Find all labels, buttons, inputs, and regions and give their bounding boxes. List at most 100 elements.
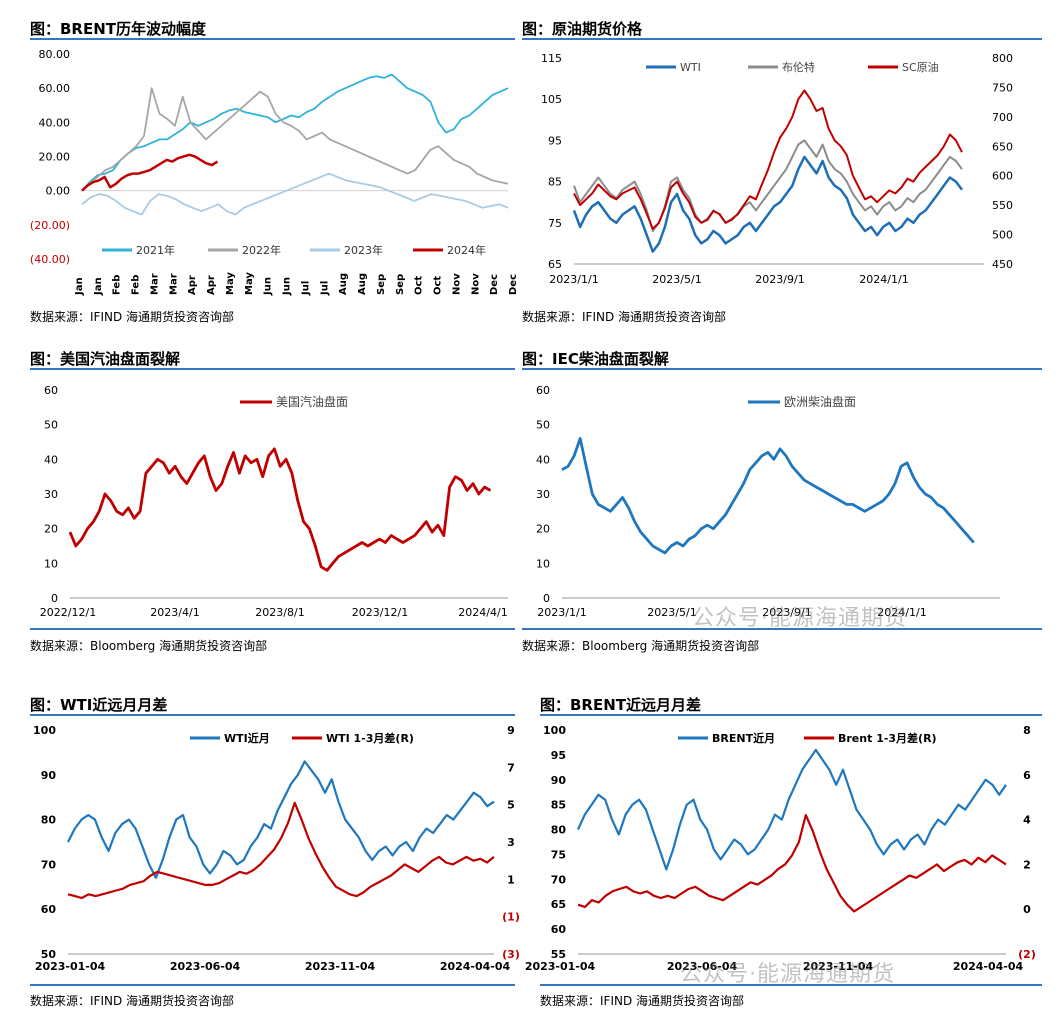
bottom-rule	[30, 628, 515, 630]
y-tick-label: (20.00)	[30, 219, 70, 232]
title-rule	[522, 38, 1042, 40]
chart-panel-brent-volatility: 图：BRENT历年波动幅度 80.00 60.00 40.00 20.00 0.00 (2…	[30, 18, 519, 328]
x-tick-label: 2023/12/1	[352, 606, 408, 619]
chart-title: 图：BRENT近远月月差	[540, 696, 702, 714]
y-left-tick-label: 70	[551, 873, 567, 886]
legend-label: 2021年	[136, 243, 175, 257]
legend-label: SC原油	[902, 60, 939, 74]
x-tick-label: Jun	[282, 277, 293, 296]
legend-label: WTI	[680, 61, 701, 74]
series-line-WTI 1-3月差(R)	[67, 801, 495, 900]
x-tick-label: 2023/8/1	[255, 606, 304, 619]
y-tick-label: 50	[44, 419, 58, 432]
y-left-tick-label: 85	[548, 176, 562, 189]
x-tick-label: May	[244, 272, 255, 295]
y-right-tick-label: 2	[1023, 858, 1031, 871]
x-tick-label: Oct	[414, 276, 425, 295]
y-left-tick-label: 95	[551, 749, 566, 762]
chart-panel-wti-spread: 图：WTI近远月月差 100 90 80 70 60 50 9 7 5 3 1 (1) (3) 2023-…	[30, 694, 520, 1014]
chart-title: 图：美国汽油盘面裂解	[30, 350, 181, 368]
y-tick-label: 60	[536, 384, 550, 397]
bottom-rule	[30, 984, 515, 986]
x-tick-label: 2023-11-04	[305, 960, 376, 973]
chart-title: 图：原油期货价格	[522, 20, 643, 38]
chart-panel-brent-spread: 图：BRENT近远月月差 100 95 90 85 80 75 70 65 60 55 8 6 4 2 0 (…	[525, 694, 1042, 1014]
y-right-tick-label: (1)	[502, 911, 520, 924]
y-tick-label: 0.00	[46, 185, 71, 198]
x-tick-label: 2022/12/1	[40, 606, 96, 619]
x-tick-label: 2023/1/1	[549, 273, 598, 286]
title-rule	[522, 368, 1042, 370]
series-line-2022年	[81, 87, 509, 192]
series-line-2021年	[81, 73, 509, 192]
y-tick-label: 30	[44, 488, 58, 501]
y-tick-label: 20.00	[39, 151, 71, 164]
y-tick-label: 40	[536, 453, 550, 466]
y-tick-label: 0	[51, 592, 58, 605]
y-right-tick-label: 600	[992, 170, 1013, 183]
x-tick-label: Mar	[168, 273, 179, 295]
y-left-tick-label: 60	[41, 903, 57, 916]
y-left-tick-label: 105	[541, 93, 562, 106]
series-line-SC原油	[573, 89, 963, 230]
x-tick-label: 2023/9/1	[755, 273, 804, 286]
legend-label: WTI近月	[224, 731, 270, 745]
y-tick-label: (40.00)	[30, 253, 70, 266]
y-right-tick-label: 800	[992, 52, 1013, 65]
legend-label: 布伦特	[782, 60, 815, 74]
title-rule	[30, 368, 515, 370]
y-left-tick-label: 80	[551, 824, 567, 837]
x-tick-label: 2023/9/1	[762, 606, 811, 619]
y-tick-label: 20	[44, 523, 58, 536]
series-line-WTI近月	[67, 760, 495, 879]
title-rule	[540, 714, 1042, 716]
y-tick-label: 60	[44, 384, 58, 397]
y-left-tick-label: 70	[41, 858, 57, 871]
legend-label: 2022年	[242, 243, 281, 257]
chart-wti-spread: 100 90 80 70 60 50 9 7 5 3 1 (1) (3) 2023-01-04 2023-0…	[33, 724, 520, 973]
y-left-tick-label: 100	[33, 724, 56, 737]
x-tick-label: Jan	[74, 277, 85, 296]
chart-title: 图：WTI近远月月差	[30, 696, 168, 714]
series-line-欧洲柴油盘面	[561, 437, 975, 555]
y-tick-label: 40	[44, 453, 58, 466]
y-tick-label: 10	[536, 557, 550, 570]
x-tick-label: 2024/1/1	[859, 273, 908, 286]
x-tick-label: May	[225, 272, 236, 295]
y-right-tick-label: 6	[1023, 769, 1031, 782]
y-tick-label: 50	[536, 419, 550, 432]
y-right-tick-label: 700	[992, 111, 1013, 124]
series-line-布伦特	[573, 139, 963, 232]
x-tick-label: Jul	[319, 281, 330, 296]
x-tick-label: Aug	[357, 273, 368, 295]
y-right-tick-label: 3	[507, 836, 515, 849]
x-tick-label: 2024/1/1	[877, 606, 926, 619]
legend-label: 2024年	[447, 243, 486, 257]
series-line-美国汽油盘面	[68, 447, 492, 572]
x-tick-label: 2024-04-04	[953, 960, 1024, 973]
legend-label: WTI 1-3月差(R)	[326, 731, 414, 745]
y-left-tick-label: 65	[551, 898, 566, 911]
title-rule	[30, 38, 515, 40]
y-left-tick-label: 85	[551, 799, 566, 812]
y-left-tick-label: 95	[548, 134, 562, 147]
y-right-tick-label: 4	[1023, 814, 1031, 827]
bottom-rule	[522, 628, 1042, 630]
data-source: 数据来源：IFIND 海通期货投资咨询部	[540, 994, 745, 1008]
x-tick-label: Mar	[149, 273, 160, 295]
y-right-tick-label: 7	[507, 761, 515, 774]
x-tick-label: 2024-04-04	[440, 960, 511, 973]
y-right-tick-label: 550	[992, 199, 1013, 212]
y-right-tick-label: 450	[992, 258, 1013, 271]
y-right-tick-label: 650	[992, 140, 1013, 153]
x-tick-label: Apr	[187, 275, 198, 295]
series-line-2023年	[81, 172, 509, 216]
y-tick-label: 0	[543, 592, 550, 605]
x-tick-label: 2023-11-04	[803, 960, 874, 973]
x-tick-label: Dec	[489, 274, 500, 295]
data-source: 数据来源：IFIND 海通期货投资咨询部	[522, 310, 727, 324]
data-source: 数据来源：Bloomberg 海通期货投资咨询部	[522, 639, 760, 653]
x-tick-label: 2023-01-04	[35, 960, 106, 973]
